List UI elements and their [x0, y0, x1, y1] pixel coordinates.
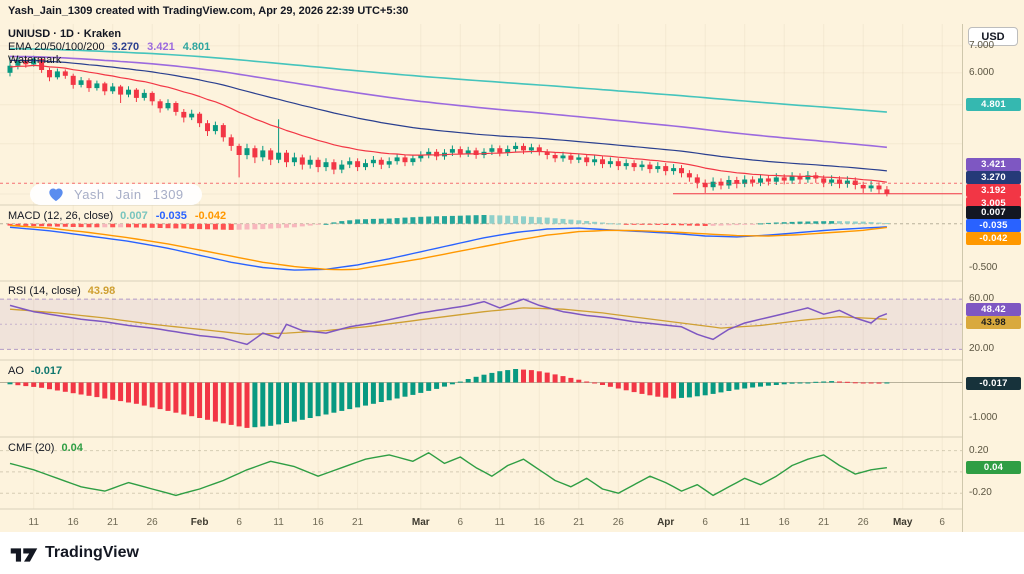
- brand-name: TradingView: [45, 544, 139, 561]
- user-watermark: Yash Jain 1309: [30, 184, 202, 205]
- axis-label: 7.000: [969, 39, 995, 51]
- time-axis-label: 11: [740, 517, 751, 528]
- time-axis-label: Mar: [412, 517, 430, 528]
- time-axis-label: Apr: [657, 517, 674, 528]
- macd-pane: [0, 215, 962, 271]
- price-scale-badge: 48.42: [966, 303, 1021, 317]
- legend-value: 43.98: [87, 285, 116, 297]
- cmf-values: 0.04: [61, 442, 82, 454]
- time-axis-label: 6: [458, 517, 464, 528]
- footer: TradingView: [0, 532, 1024, 574]
- price-scale-badge: -0.042: [966, 232, 1021, 246]
- legend-value: 0.007: [120, 210, 148, 222]
- price-scale-badge: -0.017: [966, 376, 1021, 390]
- time-axis-label: 6: [236, 517, 242, 528]
- axis-label: -1.000: [969, 412, 998, 424]
- time-axis-label: 21: [352, 517, 364, 528]
- price-scale-badge: 4.801: [966, 98, 1021, 112]
- time-axis-label: 26: [613, 517, 625, 528]
- price-scale-badge: -0.035: [966, 219, 1021, 233]
- cmf-label: CMF (20): [8, 442, 55, 454]
- watermark-indicator-legend[interactable]: Watermark: [8, 54, 61, 66]
- rsi-values: 43.98: [88, 285, 116, 297]
- pane-separators: [0, 204, 962, 510]
- time-axis-label: 11: [273, 517, 284, 528]
- watermark-text: Yash Jain 1309: [74, 187, 184, 202]
- price-scale-badge: 43.98: [966, 316, 1021, 330]
- symbol-title: UNIUSD · 1D · Kraken: [8, 28, 122, 40]
- time-axis-label: 21: [107, 517, 119, 528]
- cmf-legend[interactable]: CMF (20) 0.04: [8, 442, 83, 454]
- price-scale[interactable]: USD 7.0006.0005.000-0.50060.0020.00-1.00…: [962, 24, 1024, 532]
- time-axis-label: 16: [779, 517, 791, 528]
- time-axis-label: 6: [939, 517, 945, 528]
- candlestick-series: [7, 55, 890, 197]
- rsi-label: RSI (14, close): [8, 285, 81, 297]
- heart-icon: [49, 188, 63, 202]
- axis-label: 20.00: [969, 343, 995, 355]
- macd-legend[interactable]: MACD (12, 26, close) 0.007 -0.035 -0.042: [8, 210, 226, 222]
- rsi-legend[interactable]: RSI (14, close) 43.98: [8, 285, 115, 297]
- rsi-pane: [0, 298, 962, 350]
- time-axis-label: 26: [858, 517, 870, 528]
- symbol-legend[interactable]: UNIUSD · 1D · Kraken: [8, 28, 121, 40]
- cmf-pane: [0, 450, 962, 497]
- legend-value: -0.042: [194, 210, 227, 222]
- tradingview-logo-mark: [10, 547, 38, 562]
- price-scale-badge: 3.192: [966, 183, 1021, 197]
- ema-values: 3.270 3.421 4.801: [112, 41, 211, 53]
- price-scale-badge: 0.007: [966, 206, 1021, 220]
- price-scale-badge: 3.421: [966, 157, 1021, 171]
- ao-label: AO: [8, 365, 24, 377]
- ao-histogram: [0, 369, 962, 428]
- legend-value: -0.017: [30, 365, 63, 377]
- time-axis-label: Feb: [191, 517, 209, 528]
- currency-usd-button[interactable]: USD: [968, 27, 1018, 46]
- price-scale-badge: 3.005: [966, 196, 1021, 210]
- price-lines: [0, 182, 962, 195]
- axis-label: 0.20: [969, 444, 989, 456]
- tradingview-logo[interactable]: TradingView: [10, 543, 139, 564]
- ema-lines: [9, 47, 887, 183]
- axis-label: -0.20: [969, 487, 992, 499]
- ema-legend[interactable]: EMA 20/50/100/200 3.270 3.421 4.801: [8, 41, 210, 53]
- ao-values: -0.017: [31, 365, 62, 377]
- chart-canvas[interactable]: 11 16 21 26 Feb 6 11 16 21 Mar 6 11 16 21 26 Apr 6 11 16 21…: [0, 24, 962, 532]
- ema-label: EMA 20/50/100/200: [8, 41, 105, 53]
- legend-value: 4.801: [182, 41, 211, 53]
- grid: [0, 24, 962, 509]
- time-axis-label: May: [893, 517, 913, 528]
- axis-label: -0.500: [969, 261, 998, 273]
- time-axis-label: 26: [147, 517, 159, 528]
- time-axis-label: 16: [534, 517, 546, 528]
- legend-value: 3.421: [147, 41, 175, 53]
- axis-label: 60.00: [969, 293, 995, 305]
- time-axis-label: 21: [818, 517, 830, 528]
- macd-values: 0.007 -0.035 -0.042: [120, 210, 226, 222]
- time-axis-label: 11: [29, 517, 40, 528]
- price-scale-badge: 3.270: [966, 170, 1021, 184]
- time-axis-labels: 11 16 21 26 Feb 6 11 16 21 Mar 6 11 16 21 26 Apr 6 11 16 21…: [29, 517, 946, 528]
- price-scale-badge: 0.04: [966, 461, 1021, 475]
- watermark-label: Watermark: [8, 54, 62, 66]
- legend-value: -0.035: [155, 210, 187, 222]
- time-axis-label: 16: [68, 517, 80, 528]
- time-axis-label: 21: [573, 517, 585, 528]
- time-axis-label: 16: [313, 517, 325, 528]
- time-axis-label: 11: [495, 517, 506, 528]
- time-axis-label: 6: [702, 517, 708, 528]
- creation-caption: Yash_Jain_1309 created with TradingView.…: [8, 5, 409, 17]
- legend-value: 3.270: [111, 41, 140, 53]
- legend-value: 0.04: [61, 442, 83, 454]
- axis-label: 6.000: [969, 66, 995, 78]
- macd-label: MACD (12, 26, close): [8, 210, 114, 222]
- ao-legend[interactable]: AO -0.017: [8, 365, 62, 377]
